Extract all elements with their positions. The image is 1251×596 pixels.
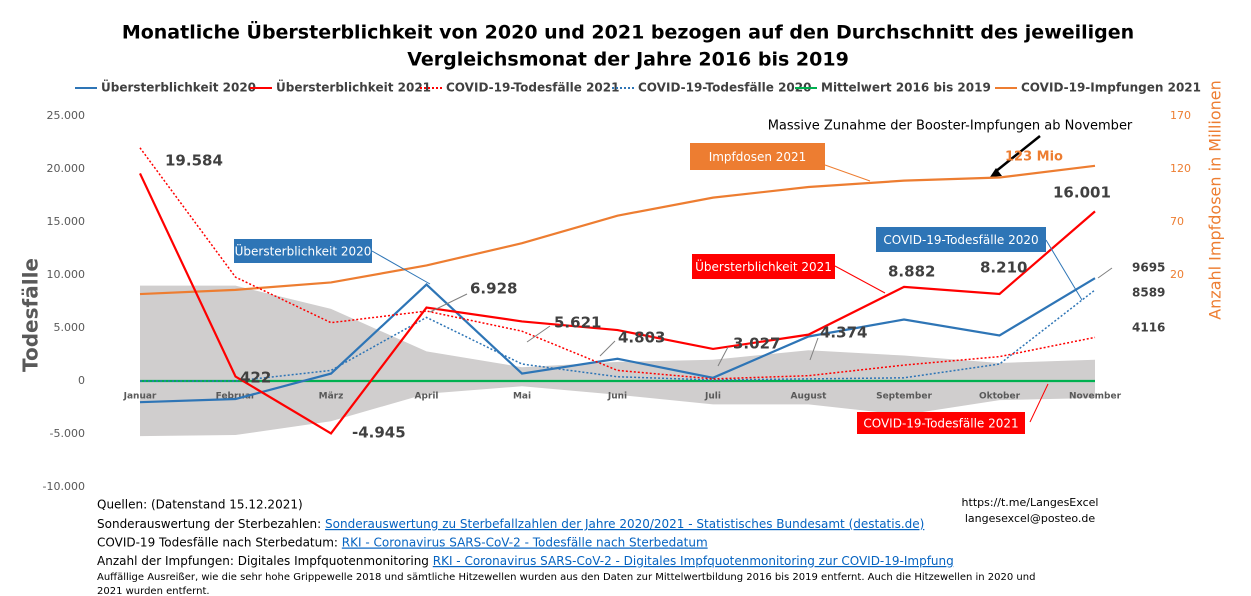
x-tick-label: Mai — [513, 392, 531, 402]
data-label: 5.621 — [554, 314, 601, 332]
leader-line — [717, 346, 729, 367]
legend-label: Übersterblichkeit 2021 — [276, 80, 431, 95]
contact: https://t.me/LangesExcel — [962, 496, 1099, 509]
y2-axis-label: Anzahl Impfdosen in Millionen — [1206, 80, 1225, 320]
source-title: Quellen: (Datenstand 15.12.2021) — [97, 498, 303, 512]
series-line — [139, 164, 1096, 296]
annotation: COVID-19-Todesfälle 2021 — [863, 417, 1018, 431]
annotation: Übersterblichkeit 2021 — [695, 258, 832, 274]
legend-label: COVID-19-Impfungen 2021 — [1021, 81, 1201, 95]
source-line: Sonderauswertung der Sterbezahlen: Sonde… — [97, 517, 924, 531]
y-tick-label: -5.000 — [50, 427, 85, 440]
source-label: Sonderauswertung der Sterbezahlen: — [97, 517, 325, 531]
arrow-head — [990, 168, 1002, 177]
x-tick-label: Oktober — [979, 392, 1021, 402]
series-line — [139, 172, 1096, 435]
source-line: COVID-19 Todesfälle nach Sterbedatum: RK… — [97, 535, 708, 549]
leader-line — [526, 325, 551, 343]
data-label: 8.882 — [888, 263, 935, 281]
leader-line — [809, 337, 819, 361]
leader-line — [429, 293, 468, 313]
chart-title: Vergleichsmonat der Jahre 2016 bis 2019 — [407, 49, 849, 71]
leader-line — [834, 265, 886, 294]
source-label: Anzahl der Impfungen: Digitales Impfquot… — [97, 554, 433, 568]
data-label: 4.374 — [820, 324, 867, 342]
leader-line — [824, 164, 871, 182]
y2-tick-label: 20 — [1170, 268, 1184, 281]
y2-tick-label: 120 — [1170, 162, 1191, 175]
x-tick-label: April — [414, 392, 438, 402]
data-label: 4116 — [1132, 321, 1165, 335]
annotation-box — [234, 239, 372, 263]
remark: 2021 wurden entfernt. — [97, 586, 210, 596]
y-tick-label: 25.000 — [47, 109, 86, 122]
source-line: Anzahl der Impfungen: Digitales Impfquot… — [97, 554, 954, 568]
annotation: COVID-19-Todesfälle 2020 — [883, 233, 1038, 247]
contact: langesexcel@posteo.de — [965, 512, 1096, 525]
legend-label: Mittelwert 2016 bis 2019 — [821, 81, 991, 95]
source-link[interactable]: Sonderauswertung zu Sterbefallzahlen der… — [325, 517, 924, 531]
chart-title: Monatliche Übersterblichkeit von 2020 un… — [122, 20, 1134, 44]
legend-label: COVID-19-Todesfälle 2021 — [446, 81, 619, 95]
legend-label: COVID-19-Todesfälle 2020 — [638, 81, 811, 95]
data-label: 9695 — [1132, 261, 1165, 275]
data-label: 8.210 — [980, 259, 1027, 277]
data-label: 19.584 — [165, 152, 223, 170]
leader-line — [1045, 239, 1083, 301]
range-band — [140, 285, 1095, 437]
y2-tick-label: 70 — [1170, 215, 1184, 228]
leader-line — [371, 250, 431, 285]
data-label: 3.027 — [733, 335, 780, 353]
data-label: 4.803 — [618, 329, 665, 347]
x-tick-label: Februar — [216, 392, 256, 402]
y-tick-label: 20.000 — [47, 162, 86, 175]
remark: Auffällige Ausreißer, wie die sehr hohe … — [97, 572, 1035, 583]
arrow — [994, 135, 1041, 173]
source-label: COVID-19 Todesfälle nach Sterbedatum: — [97, 535, 342, 549]
legend-label: Übersterblichkeit 2020 — [101, 80, 256, 95]
x-tick-label: September — [876, 392, 932, 402]
x-tick-label: Juni — [607, 392, 627, 402]
x-tick-label: November — [1069, 392, 1122, 402]
leader-line — [1029, 383, 1049, 423]
data-label: 16.001 — [1053, 184, 1111, 202]
data-label: 6.928 — [470, 280, 517, 298]
annotation-box — [857, 412, 1025, 434]
y-axis-label: Todesfälle — [19, 258, 43, 372]
x-tick-label: August — [791, 392, 828, 402]
annotation: Übersterblichkeit 2020 — [235, 243, 372, 259]
x-tick-label: Juli — [704, 392, 721, 402]
leader-line — [1097, 267, 1113, 279]
source-link[interactable]: RKI - Coronavirus SARS-CoV-2 - Todesfäll… — [342, 535, 708, 549]
annotation-box — [692, 254, 835, 279]
y-tick-label: 0 — [78, 374, 85, 387]
x-tick-label: März — [319, 392, 344, 402]
y-tick-label: 5.000 — [54, 321, 86, 334]
y-tick-label: 10.000 — [47, 268, 86, 281]
data-label: 8589 — [1132, 286, 1165, 300]
annotation-box — [690, 143, 825, 170]
leader-line — [599, 340, 616, 357]
x-tick-label: Januar — [123, 392, 157, 402]
source-link[interactable]: RKI - Coronavirus SARS-CoV-2 - Digitales… — [433, 554, 954, 568]
data-label: -4.945 — [352, 424, 406, 442]
y-tick-label: 15.000 — [47, 215, 86, 228]
annotation-box — [876, 227, 1046, 252]
data-label: 123 Mio — [1005, 150, 1063, 165]
annotation: Massive Zunahme der Booster-Impfungen ab… — [768, 119, 1133, 134]
annotation: Impfdosen 2021 — [709, 150, 807, 164]
y2-tick-label: 170 — [1170, 109, 1191, 122]
data-label: 422 — [240, 369, 271, 387]
y-tick-label: -10.000 — [43, 480, 85, 493]
series-line — [139, 277, 1096, 404]
